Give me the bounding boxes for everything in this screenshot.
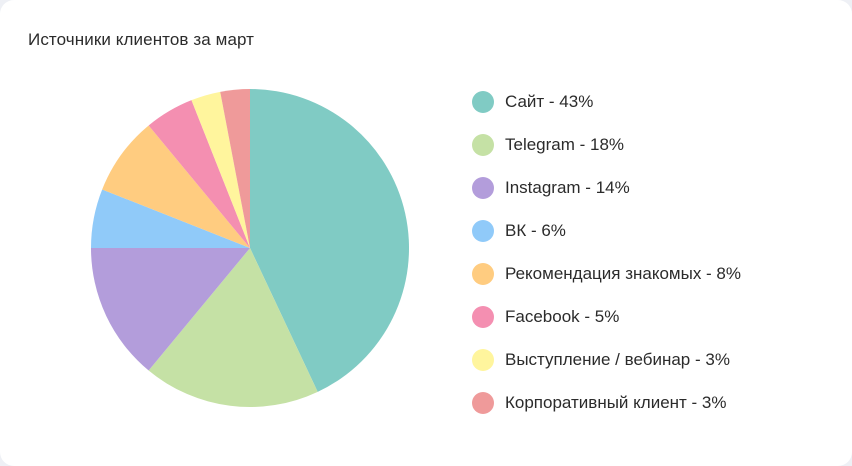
- legend-swatch-7: [472, 391, 494, 414]
- pie-slice-4[interactable]: [102, 125, 250, 248]
- legend-swatch-1: [472, 133, 494, 156]
- legend-item-2[interactable]: Instagram - 14%: [472, 166, 741, 209]
- legend-item-5[interactable]: Facebook - 5%: [472, 295, 741, 338]
- pie-chart: [91, 89, 410, 408]
- legend-item-7[interactable]: Корпоративный клиент - 3%: [472, 381, 741, 424]
- pie-slice-2[interactable]: [91, 248, 250, 371]
- pie-slice-1[interactable]: [148, 248, 318, 408]
- legend-label-5: Facebook - 5%: [505, 306, 620, 326]
- legend-label-6: Выступление / вебинар - 3%: [505, 349, 730, 369]
- pie-slice-0[interactable]: [250, 89, 410, 392]
- legend-item-4[interactable]: Рекомендация знакомых - 8%: [472, 252, 741, 295]
- legend-label-3: ВК - 6%: [505, 220, 566, 240]
- legend-label-1: Telegram - 18%: [505, 134, 625, 154]
- legend-swatch-0: [472, 90, 494, 113]
- legend-swatch-6: [472, 348, 494, 371]
- pie-slice-7[interactable]: [220, 89, 250, 248]
- legend-label-7: Корпоративный клиент - 3%: [505, 392, 727, 412]
- pie-slices: [91, 89, 410, 408]
- chart-legend: Сайт - 43% Telegram - 18% Instagram - 14% В…: [472, 80, 741, 424]
- legend-item-1[interactable]: Telegram - 18%: [472, 123, 741, 166]
- legend-item-3[interactable]: ВК - 6%: [472, 209, 741, 252]
- chart-title: Источники клиентов за март: [28, 30, 255, 49]
- pie-slice-6[interactable]: [191, 91, 250, 248]
- legend-label-2: Instagram - 14%: [505, 177, 630, 197]
- legend-label-0: Сайт - 43%: [505, 91, 594, 111]
- legend-swatch-5: [472, 305, 494, 328]
- legend-item-0[interactable]: Сайт - 43%: [472, 80, 741, 123]
- legend-swatch-2: [472, 176, 494, 199]
- pie-slice-3[interactable]: [91, 189, 250, 248]
- legend-item-6[interactable]: Выступление / вебинар - 3%: [472, 338, 741, 381]
- pie-slice-5[interactable]: [148, 100, 250, 248]
- legend-label-4: Рекомендация знакомых - 8%: [505, 263, 741, 283]
- legend-swatch-3: [472, 219, 494, 242]
- legend-swatch-4: [472, 262, 494, 285]
